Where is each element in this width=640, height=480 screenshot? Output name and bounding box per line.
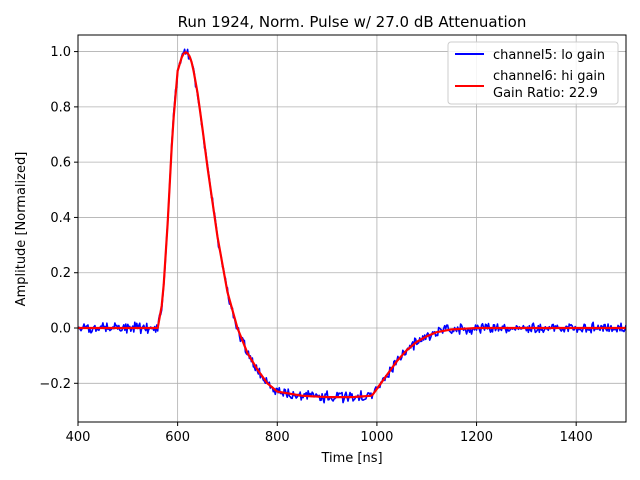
- y-tick-label: 0.8: [50, 100, 71, 115]
- x-tick-label: 600: [165, 430, 190, 445]
- y-tick-label: 0.6: [50, 156, 71, 171]
- x-tick-label: 1400: [560, 430, 593, 445]
- y-tick-label: 0.2: [50, 266, 71, 281]
- x-tick-label: 1000: [360, 430, 393, 445]
- y-axis-label: Amplitude [Normalized]: [14, 152, 29, 307]
- legend-box: [447, 41, 619, 105]
- y-tick-label: −0.2: [39, 377, 71, 392]
- grid: [77, 35, 626, 422]
- y-axis-ticks: −0.2 0.0 0.2 0.4 0.6 0.8 1.0: [39, 45, 78, 392]
- y-tick-label: 0.0: [50, 322, 71, 337]
- chart-title: Run 1924, Norm. Pulse w/ 27.0 dB Attenua…: [178, 13, 527, 31]
- legend: channel5: lo gain channel6: hi gain Gain…: [447, 41, 619, 105]
- series-line-channel6: [78, 51, 626, 399]
- x-tick-label: 800: [265, 430, 290, 445]
- series-layer: [78, 48, 626, 404]
- x-tick-label: 1200: [460, 430, 493, 445]
- plot-frame: [77, 34, 627, 423]
- legend-label-channel5: channel5: lo gain: [493, 48, 605, 63]
- x-tick-label: 400: [66, 430, 91, 445]
- x-axis-label: Time [ns]: [320, 451, 382, 466]
- y-tick-label: 0.4: [50, 211, 71, 226]
- legend-label-channel6: channel6: hi gain: [493, 69, 605, 84]
- x-axis-ticks: 400 600 800 1000 1200 1400: [66, 422, 593, 445]
- legend-label-gain-ratio: Gain Ratio: 22.9: [493, 86, 598, 101]
- y-tick-label: 1.0: [50, 45, 71, 60]
